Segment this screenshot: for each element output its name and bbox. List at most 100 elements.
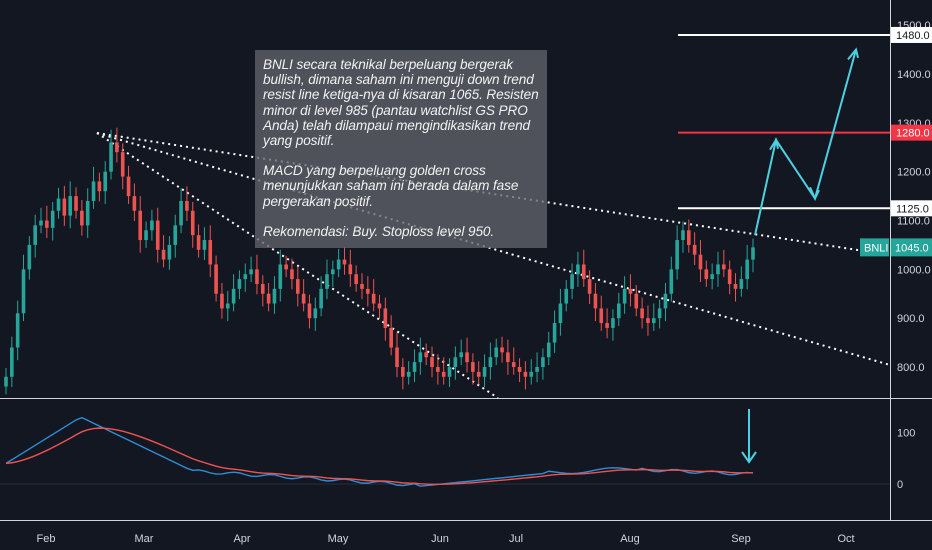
candle-body bbox=[616, 303, 621, 319]
candle-body bbox=[295, 279, 300, 294]
candle-body bbox=[231, 288, 236, 304]
candle-body bbox=[354, 274, 358, 284]
candle-body bbox=[150, 220, 154, 231]
candle-body bbox=[739, 279, 744, 289]
x-tick-label: Aug bbox=[620, 533, 640, 545]
candle-body bbox=[33, 225, 37, 245]
candle-body bbox=[593, 293, 598, 309]
level-tag-label: 1280.0 bbox=[896, 128, 930, 140]
candle-body bbox=[21, 269, 26, 314]
candle-body bbox=[91, 181, 96, 201]
candle-body bbox=[260, 283, 265, 294]
x-tick-label: Mar bbox=[135, 533, 154, 545]
candle-body bbox=[97, 181, 102, 192]
candle-body bbox=[424, 352, 428, 358]
candle-body bbox=[488, 357, 493, 367]
last-price-tag bbox=[891, 238, 932, 257]
x-tick-label: Sep bbox=[731, 533, 751, 545]
candle-body bbox=[751, 247, 755, 260]
candle-body bbox=[237, 279, 242, 289]
candle-body bbox=[471, 362, 475, 372]
candle-body bbox=[640, 308, 644, 319]
candle-body bbox=[319, 288, 323, 309]
candle-body bbox=[68, 196, 72, 216]
y-tick-label: 1200.0 bbox=[897, 167, 931, 179]
candle-body bbox=[745, 259, 749, 280]
candle-body bbox=[447, 367, 452, 377]
macd-tick-label: 100 bbox=[897, 428, 915, 440]
candle-body bbox=[389, 327, 393, 348]
x-tick-label: Apr bbox=[233, 533, 250, 545]
trend-resist-line-3 bbox=[96, 132, 499, 399]
candle-body bbox=[675, 240, 679, 270]
candle-body bbox=[115, 142, 119, 153]
candle-body bbox=[301, 293, 306, 304]
candle-body bbox=[716, 264, 720, 275]
candle-body bbox=[494, 347, 499, 358]
x-tick-label: May bbox=[328, 533, 349, 545]
y-tick-label: 1400.0 bbox=[897, 69, 931, 81]
level-tag-label: 1125.0 bbox=[896, 203, 929, 215]
level-tag-label: 1480.0 bbox=[896, 30, 930, 42]
macd-tick-label: 0 bbox=[897, 479, 903, 491]
candle-body bbox=[722, 264, 726, 270]
candle-body bbox=[581, 264, 586, 280]
candle-body bbox=[622, 288, 627, 304]
candle-body bbox=[202, 240, 207, 250]
candle-body bbox=[161, 249, 166, 260]
candle-body bbox=[657, 308, 662, 319]
candle-body bbox=[453, 357, 458, 367]
macd-arrow-head bbox=[741, 451, 757, 464]
candle-body bbox=[173, 225, 178, 245]
candle-body bbox=[611, 318, 615, 328]
symbol-tag bbox=[860, 238, 889, 257]
candle-body bbox=[138, 210, 143, 241]
candle-body bbox=[214, 264, 218, 294]
candle-body bbox=[687, 230, 691, 245]
candle-body bbox=[541, 357, 545, 367]
candle-body bbox=[266, 293, 271, 304]
candle-body bbox=[669, 269, 674, 294]
candle-body bbox=[255, 269, 259, 284]
candle-body bbox=[546, 342, 551, 358]
candle-body bbox=[681, 230, 685, 241]
level-tag bbox=[891, 26, 932, 43]
candle-body bbox=[535, 367, 539, 372]
candle-body bbox=[80, 210, 84, 226]
y-tick-label: 1000.0 bbox=[897, 264, 931, 276]
candle-body bbox=[441, 371, 446, 377]
candle-body bbox=[27, 244, 32, 270]
candle-body bbox=[395, 347, 399, 367]
candle-body bbox=[15, 313, 20, 348]
projection-arrowhead bbox=[809, 186, 820, 201]
level-tag bbox=[891, 124, 932, 141]
candle-body bbox=[377, 303, 382, 309]
candle-body bbox=[599, 308, 604, 324]
candle-body bbox=[663, 293, 668, 309]
x-tick-label: Feb bbox=[37, 533, 56, 545]
candle-body bbox=[500, 347, 504, 353]
candle-body bbox=[4, 376, 8, 387]
candle-body bbox=[628, 288, 633, 294]
candle-body bbox=[406, 371, 411, 377]
candle-body bbox=[634, 293, 639, 309]
last-price-label: 1045.0 bbox=[895, 242, 929, 254]
candle-body bbox=[109, 142, 113, 172]
candle-body bbox=[482, 367, 487, 377]
candle-body bbox=[646, 318, 650, 324]
candle-body bbox=[704, 269, 709, 280]
candle-body bbox=[249, 269, 253, 275]
candle-body bbox=[412, 362, 417, 372]
y-tick-label: 900.0 bbox=[897, 313, 925, 325]
macd-line bbox=[5, 416, 754, 487]
candle-body bbox=[511, 362, 516, 367]
candle-body bbox=[558, 303, 563, 324]
trend-resist-line-1 bbox=[96, 132, 891, 256]
candle-body bbox=[383, 308, 388, 328]
y-tick-label: 1100.0 bbox=[897, 216, 930, 228]
symbol-label: BNLI bbox=[864, 242, 888, 254]
candle-body bbox=[278, 264, 283, 289]
analysis-note: BNLI secara teknikal berpeluang bergerak… bbox=[255, 50, 547, 248]
candle-body bbox=[348, 264, 353, 275]
